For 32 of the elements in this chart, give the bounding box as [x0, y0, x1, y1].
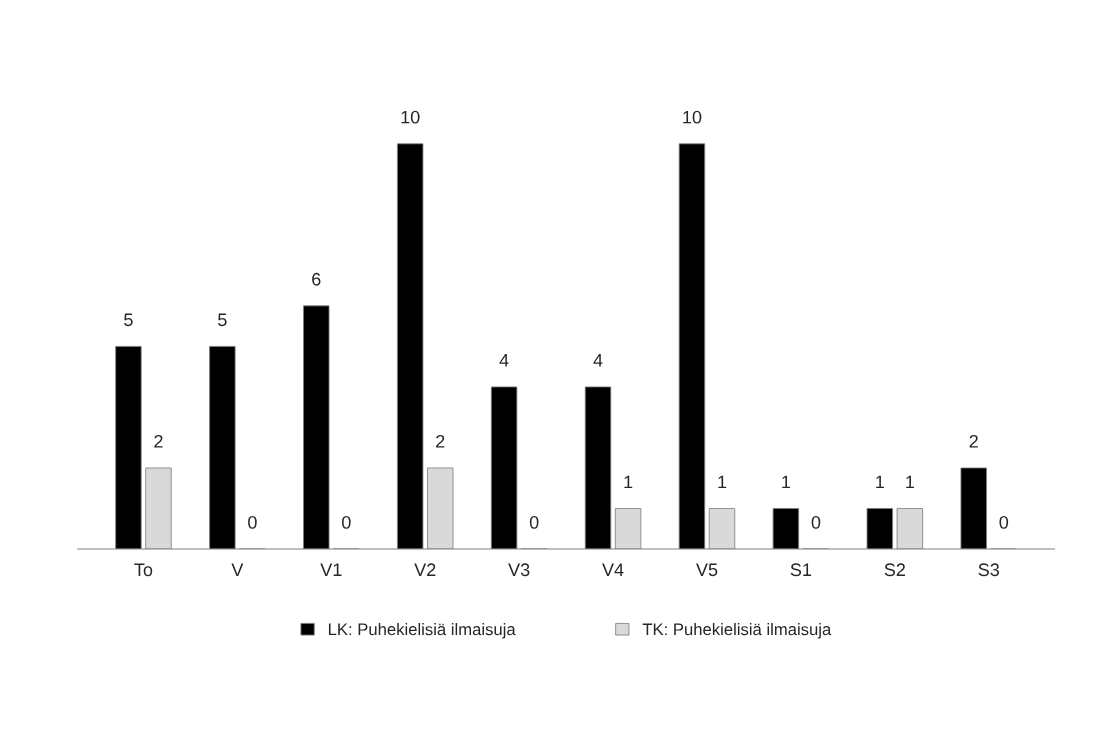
- legend-label: TK: Puhekielisiä ilmaisuja: [642, 623, 832, 639]
- data-label: 0: [248, 515, 257, 529]
- x-tick-label: S3: [978, 563, 999, 577]
- x-tick-label: V4: [602, 563, 624, 576]
- data-label: 0: [342, 515, 351, 529]
- data-label: 1: [906, 475, 914, 489]
- x-tick-label: V1: [320, 563, 342, 576]
- x-tick-label: To: [134, 563, 153, 577]
- data-label: 2: [154, 434, 163, 448]
- data-label: 10: [401, 110, 420, 124]
- x-tick-label: V: [231, 563, 244, 576]
- data-label: 0: [999, 515, 1009, 529]
- data-label: 4: [499, 354, 509, 367]
- data-label: 0: [811, 515, 821, 529]
- data-label: 0: [529, 515, 539, 529]
- x-tick-label: S2: [884, 563, 905, 577]
- data-label: 5: [218, 313, 227, 327]
- data-label: 6: [312, 272, 321, 286]
- x-tick-label: S1: [790, 563, 812, 577]
- x-tick-label: V5: [696, 563, 718, 577]
- data-label: 10: [683, 110, 702, 124]
- data-label: 4: [593, 354, 603, 367]
- data-label: 1: [782, 475, 791, 489]
- x-tick-label: V3: [508, 563, 530, 577]
- data-label: 1: [718, 475, 727, 489]
- data-label: 2: [969, 434, 978, 448]
- data-label: 1: [876, 475, 884, 489]
- data-label: 2: [436, 434, 445, 448]
- data-label: 1: [624, 475, 633, 489]
- legend-label: LK: Puhekielisiä ilmaisuja: [328, 623, 516, 639]
- x-tick-label: V2: [414, 563, 436, 576]
- data-label: 5: [124, 313, 133, 327]
